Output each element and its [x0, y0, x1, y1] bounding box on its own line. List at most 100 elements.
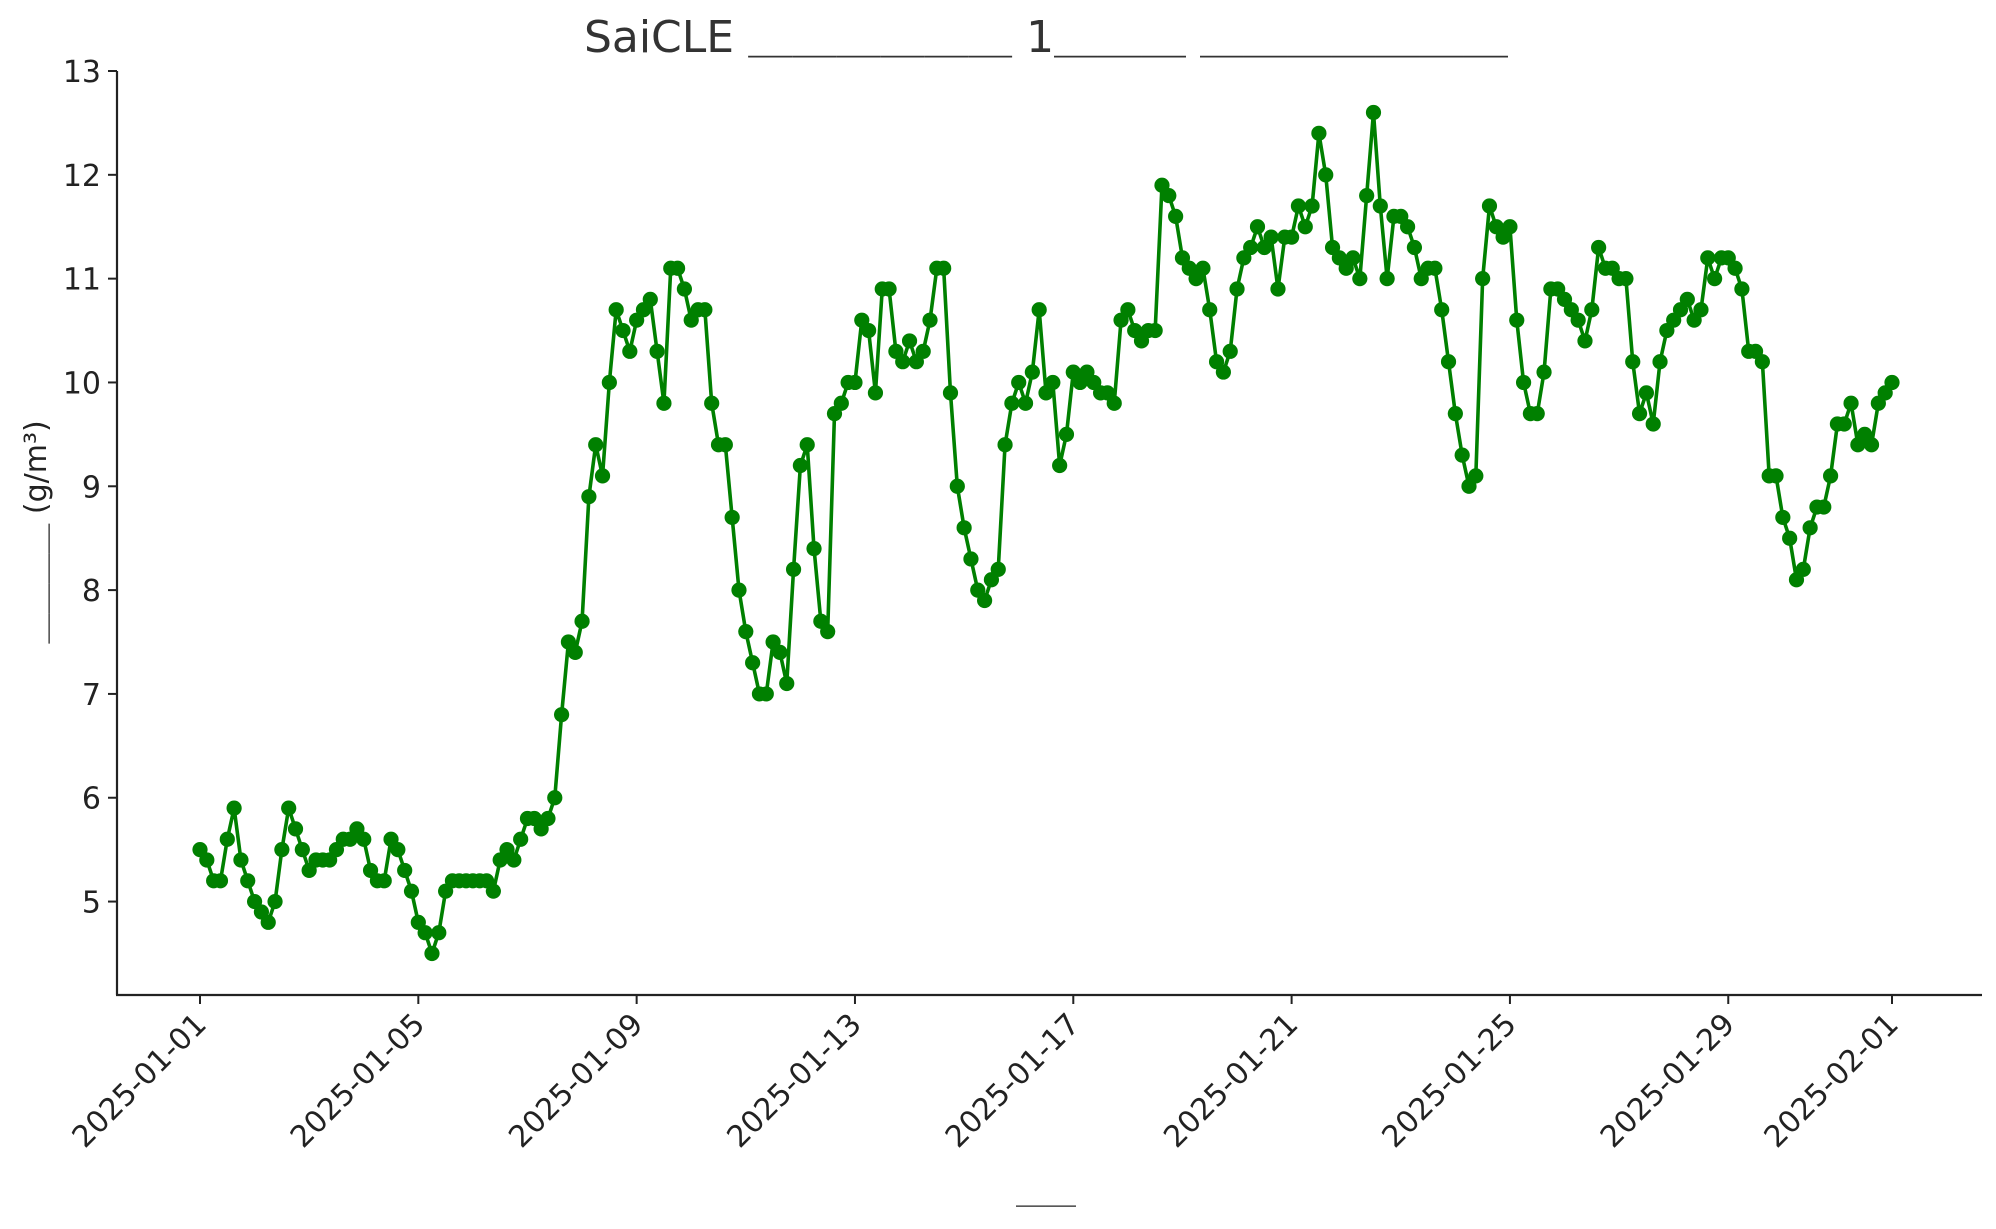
data-point	[1447, 406, 1463, 422]
chart-title: SaiCLE ＿＿＿＿＿＿ 1＿＿＿ ＿＿＿＿＿＿＿	[584, 12, 1508, 63]
data-point	[1625, 354, 1641, 370]
data-point	[219, 831, 235, 847]
x-tick-label: 2025-01-21	[1157, 1007, 1305, 1155]
data-point	[1843, 395, 1859, 411]
data-point	[1591, 239, 1607, 256]
y-tick-label: 8	[82, 574, 101, 609]
data-point	[758, 686, 774, 702]
y-tick-label: 11	[63, 263, 101, 298]
data-point	[1775, 509, 1791, 526]
data-point	[417, 925, 433, 941]
data-point	[1645, 416, 1661, 432]
data-point	[642, 291, 658, 308]
x-tick-label: 2025-01-01	[66, 1007, 214, 1155]
data-point	[553, 707, 570, 723]
data-point	[806, 540, 822, 557]
data-point	[738, 624, 754, 640]
x-tick-label: 2025-02-01	[1758, 1007, 1906, 1155]
data-point	[820, 624, 836, 640]
data-point	[1515, 374, 1532, 391]
y-ticks: 5 6 7 8 9 10 11 12 13	[63, 55, 117, 921]
data-point	[1318, 167, 1334, 183]
y-tick-label: 12	[63, 159, 101, 194]
data-point	[997, 437, 1013, 453]
data-point	[547, 790, 563, 806]
y-tick-label: 6	[82, 782, 101, 817]
data-point	[779, 675, 795, 692]
data-point	[424, 945, 440, 962]
data-point	[1161, 187, 1177, 204]
data-point	[1427, 260, 1443, 276]
data-point	[1365, 104, 1382, 121]
data-point	[1816, 499, 1832, 515]
data-point	[1359, 187, 1375, 204]
data-point	[1529, 406, 1545, 422]
data-point	[594, 468, 611, 484]
data-point	[1120, 302, 1136, 318]
data-point	[656, 395, 672, 411]
data-point	[1631, 406, 1648, 422]
data-point	[976, 592, 993, 609]
data-point	[287, 821, 304, 837]
data-point	[949, 478, 965, 494]
data-point	[1024, 364, 1040, 380]
data-point	[376, 873, 392, 889]
data-point	[867, 385, 884, 401]
data-point	[199, 852, 215, 868]
data-point	[431, 925, 447, 941]
data-point	[615, 322, 631, 339]
data-point	[881, 281, 897, 297]
plot-area	[192, 104, 1900, 962]
data-point	[922, 312, 938, 328]
data-point	[1290, 198, 1307, 214]
data-point	[1222, 343, 1238, 359]
data-point	[1372, 198, 1388, 214]
data-point	[1270, 281, 1286, 297]
data-point	[1577, 333, 1593, 349]
data-point	[1304, 198, 1320, 214]
data-point	[1584, 302, 1600, 318]
data-point	[901, 333, 918, 349]
data-point	[240, 873, 256, 889]
data-point	[1058, 426, 1075, 442]
data-point	[915, 343, 931, 359]
data-point	[1017, 395, 1034, 411]
data-point	[1352, 271, 1368, 287]
data-point	[1570, 312, 1586, 328]
data-point	[1693, 302, 1709, 318]
data-point	[485, 883, 501, 899]
y-tick-label: 7	[82, 678, 101, 713]
data-point	[390, 842, 406, 858]
y-tick-label: 13	[63, 55, 101, 90]
data-point	[1863, 437, 1880, 453]
data-point	[1229, 281, 1245, 297]
data-point	[356, 831, 372, 847]
data-point	[724, 509, 740, 526]
data-point	[1502, 219, 1518, 235]
data-point	[1399, 219, 1416, 235]
data-point	[1884, 374, 1900, 391]
data-point	[861, 322, 877, 339]
data-point	[588, 437, 604, 453]
data-point	[745, 655, 761, 671]
data-point	[1727, 260, 1743, 276]
data-point	[833, 395, 849, 411]
data-point	[1311, 125, 1327, 141]
data-point	[294, 842, 310, 858]
data-point	[581, 489, 597, 505]
data-point	[1249, 219, 1266, 235]
data-point	[1011, 374, 1027, 391]
data-point	[792, 457, 808, 474]
data-point	[1243, 239, 1259, 256]
data-point	[1345, 250, 1361, 266]
data-point	[1509, 312, 1525, 328]
data-point	[601, 374, 617, 391]
data-point	[1052, 457, 1068, 474]
data-point	[1045, 374, 1061, 391]
data-point	[1700, 250, 1716, 266]
data-point	[1822, 468, 1839, 484]
data-point	[1468, 468, 1484, 484]
data-point	[1707, 271, 1723, 287]
y-tick-label: 9	[82, 470, 101, 505]
